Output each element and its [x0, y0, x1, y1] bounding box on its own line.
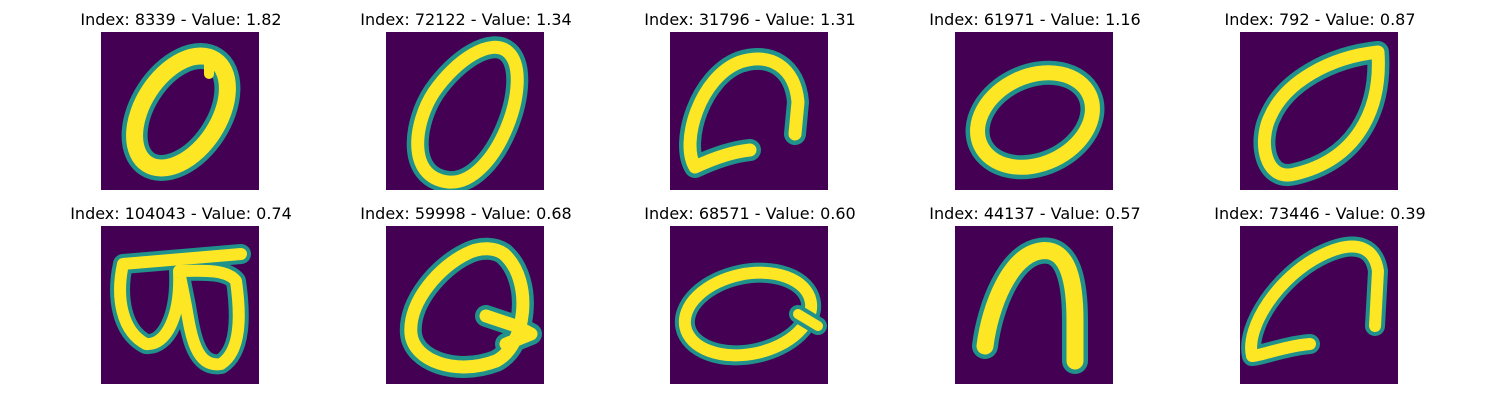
digit-image	[1240, 32, 1398, 190]
digit-image	[955, 226, 1113, 384]
digit-image	[386, 32, 544, 190]
digit-image	[101, 226, 259, 384]
digit-image	[955, 32, 1113, 190]
panel-7: Index: 59998 - Value: 0.68	[336, 204, 596, 394]
panel-title: Index: 72122 - Value: 1.34	[360, 10, 572, 29]
panel-3: Index: 31796 - Value: 1.31	[620, 10, 880, 200]
panel-4: Index: 61971 - Value: 1.16	[905, 10, 1165, 200]
panel-title: Index: 44137 - Value: 0.57	[929, 204, 1141, 223]
panel-title: Index: 792 - Value: 0.87	[1224, 10, 1416, 29]
panel-title: Index: 59998 - Value: 0.68	[360, 204, 572, 223]
digit-image	[670, 32, 828, 190]
digit-image	[670, 226, 828, 384]
panel-9: Index: 44137 - Value: 0.57	[905, 204, 1165, 394]
panel-10: Index: 73446 - Value: 0.39	[1190, 204, 1450, 394]
digit-image	[101, 32, 259, 190]
panel-title: Index: 73446 - Value: 0.39	[1214, 204, 1426, 223]
digit-image	[1240, 226, 1398, 384]
panel-title: Index: 68571 - Value: 0.60	[644, 204, 856, 223]
panel-2: Index: 72122 - Value: 1.34	[336, 10, 596, 200]
panel-title: Index: 61971 - Value: 1.16	[929, 10, 1141, 29]
panel-title: Index: 104043 - Value: 0.74	[70, 204, 292, 223]
panel-6: Index: 104043 - Value: 0.74	[51, 204, 311, 394]
panel-5: Index: 792 - Value: 0.87	[1190, 10, 1450, 200]
panel-1: Index: 8339 - Value: 1.82	[51, 10, 311, 200]
panel-title: Index: 8339 - Value: 1.82	[80, 10, 282, 29]
panel-8: Index: 68571 - Value: 0.60	[620, 204, 880, 394]
panel-title: Index: 31796 - Value: 1.31	[644, 10, 856, 29]
digit-image	[386, 226, 544, 384]
